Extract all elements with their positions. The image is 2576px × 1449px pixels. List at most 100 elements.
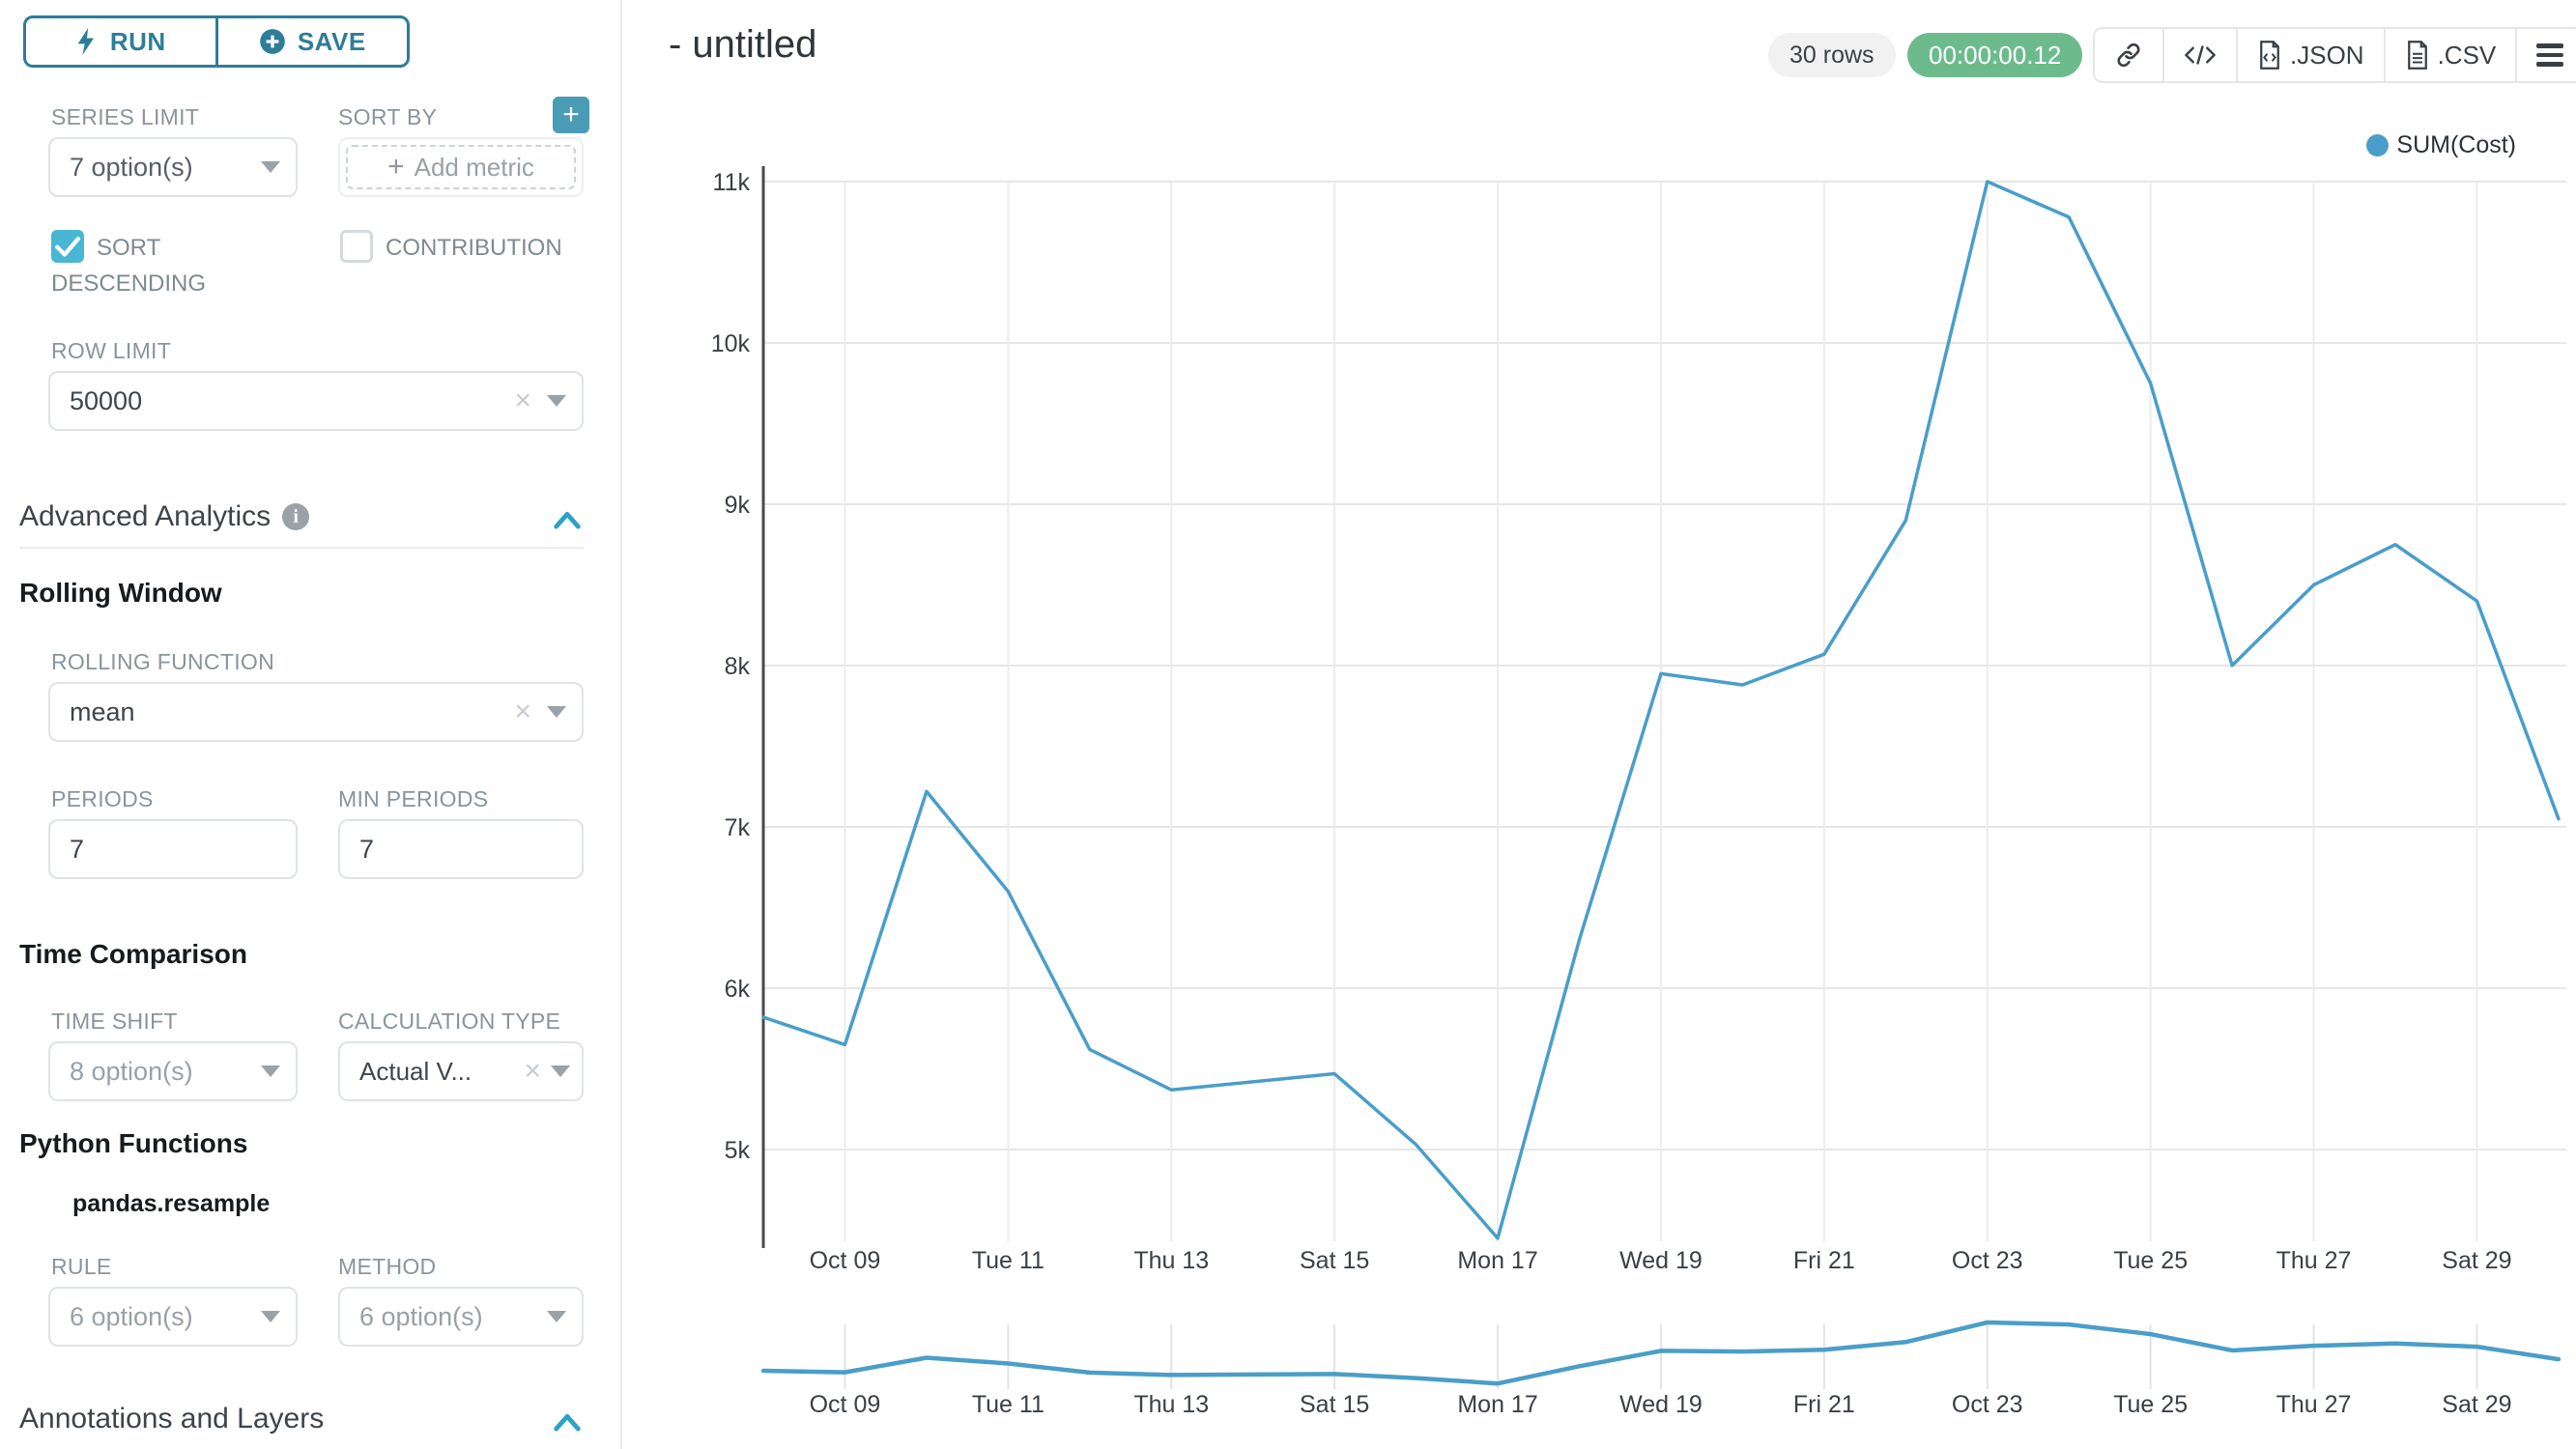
clear-icon[interactable]: × xyxy=(514,384,531,416)
contribution-control: CONTRIBUTION xyxy=(340,230,611,266)
pandas-resample-label: pandas.resample xyxy=(72,1190,271,1217)
plus-icon: + xyxy=(387,151,405,183)
chevron-up-icon xyxy=(554,1413,581,1431)
preview-x-tick-label: Fri 21 xyxy=(1793,1391,1855,1418)
series-limit-select[interactable]: 7 option(s) xyxy=(48,137,298,197)
chevron-up-icon xyxy=(554,511,581,528)
rolling-function-select[interactable]: mean × xyxy=(48,682,584,742)
preview-series-line[interactable] xyxy=(760,1320,2562,1386)
min-periods-label: MIN PERIODS xyxy=(338,786,489,811)
x-axis-tick-label: Tue 11 xyxy=(972,1247,1045,1274)
save-button-label: SAVE xyxy=(297,26,366,56)
x-axis-tick-label: Mon 17 xyxy=(1457,1247,1537,1274)
section-divider xyxy=(19,547,584,549)
save-button[interactable]: SAVE xyxy=(215,15,410,68)
rows-count-badge: 30 rows xyxy=(1768,33,1896,77)
add-metric-label: Add metric xyxy=(414,152,534,182)
x-axis-tick-label: Fri 21 xyxy=(1793,1247,1855,1274)
calculation-type-select[interactable]: Actual V... × xyxy=(338,1041,584,1101)
sort-descending-control: SORT DESCENDING xyxy=(51,230,244,301)
advanced-analytics-title: Advanced Analytics xyxy=(19,500,272,532)
caret-down-icon xyxy=(261,161,280,173)
caret-down-icon xyxy=(547,395,566,407)
sort-descending-label: SORT DESCENDING xyxy=(51,235,207,297)
caret-down-icon xyxy=(551,1065,570,1077)
preview-x-tick-label: Tue 25 xyxy=(2113,1391,2188,1418)
clear-icon[interactable]: × xyxy=(514,696,531,727)
annotations-collapse-button[interactable] xyxy=(551,1408,584,1437)
download-csv-label: .CSV xyxy=(2437,40,2497,70)
y-axis-tick-label: 10k xyxy=(711,330,751,357)
rule-select[interactable]: 6 option(s) xyxy=(48,1287,298,1347)
annotations-title: Annotations and Layers xyxy=(19,1403,325,1435)
chart-area: - untitled 30 rows 00:00:00.12 xyxy=(622,0,2576,1449)
rolling-function-label: ROLLING FUNCTION xyxy=(51,649,274,674)
file-json-icon xyxy=(2260,41,2279,70)
sort-descending-checkbox[interactable] xyxy=(51,230,84,263)
caret-down-icon xyxy=(261,1065,280,1077)
y-axis-tick-label: 5k xyxy=(725,1137,751,1164)
annotations-header[interactable]: Annotations and Layers xyxy=(19,1403,324,1435)
y-axis-tick-label: 7k xyxy=(725,814,751,841)
time-shift-value: 8 option(s) xyxy=(70,1056,193,1086)
time-comparison-title: Time Comparison xyxy=(19,939,247,969)
method-label: METHOD xyxy=(338,1254,437,1279)
advanced-analytics-collapse-button[interactable] xyxy=(551,506,584,535)
sort-by-label: SORT BY xyxy=(338,104,438,129)
lightning-icon xyxy=(77,28,94,55)
x-axis-tick-label: Sat 15 xyxy=(1300,1247,1369,1274)
plus-circle-icon xyxy=(259,29,285,54)
rolling-function-value: mean xyxy=(70,696,135,726)
control-panel: RUN SAVE SERIES LIMIT SORT BY + 7 option… xyxy=(0,0,622,1449)
clear-icon[interactable]: × xyxy=(524,1055,541,1087)
code-icon xyxy=(2185,45,2216,65)
preview-x-tick-label: Sat 15 xyxy=(1300,1391,1369,1418)
x-axis-tick-label: Oct 23 xyxy=(1952,1247,2023,1274)
min-periods-input[interactable] xyxy=(338,819,584,879)
chart-toolbar: .JSON .CSV xyxy=(2093,27,2576,83)
method-value: 6 option(s) xyxy=(359,1301,483,1331)
run-button[interactable]: RUN xyxy=(23,15,218,68)
copy-link-button[interactable] xyxy=(2095,29,2162,81)
x-axis-tick-label: Oct 09 xyxy=(810,1247,881,1274)
download-csv-button[interactable]: .CSV xyxy=(2383,29,2516,81)
preview-x-tick-label: Oct 23 xyxy=(1952,1391,2023,1418)
method-select[interactable]: 6 option(s) xyxy=(338,1287,584,1347)
periods-label: PERIODS xyxy=(51,786,154,811)
preview-x-tick-label: Oct 09 xyxy=(810,1391,881,1418)
preview-x-tick-label: Sat 29 xyxy=(2442,1391,2511,1418)
add-saved-metric-button[interactable]: + xyxy=(553,97,589,133)
y-axis-tick-label: 8k xyxy=(725,653,751,680)
embed-code-button[interactable] xyxy=(2162,29,2236,81)
calculation-type-label: CALCULATION TYPE xyxy=(338,1009,561,1034)
run-save-button-group: RUN SAVE xyxy=(23,15,410,68)
x-axis-tick-label: Thu 27 xyxy=(2276,1247,2352,1274)
chart-legend[interactable]: SUM(Cost) xyxy=(2366,131,2516,159)
time-shift-label: TIME SHIFT xyxy=(51,1009,178,1034)
caret-down-icon xyxy=(261,1311,280,1322)
link-icon xyxy=(2117,43,2140,68)
preview-x-tick-label: Thu 13 xyxy=(1133,1391,1209,1418)
contribution-checkbox[interactable] xyxy=(340,230,373,263)
download-json-label: .JSON xyxy=(2290,40,2364,70)
preview-x-tick-label: Mon 17 xyxy=(1457,1391,1537,1418)
add-metric-button[interactable]: + Add metric xyxy=(346,145,576,189)
legend-series-label: SUM(Cost) xyxy=(2396,131,2516,158)
more-menu-button[interactable] xyxy=(2515,29,2576,81)
main-series-line[interactable] xyxy=(761,180,2561,1240)
rule-value: 6 option(s) xyxy=(70,1301,193,1331)
advanced-analytics-header[interactable]: Advanced Analytics i xyxy=(19,500,310,533)
run-button-label: RUN xyxy=(109,26,166,56)
download-json-button[interactable]: .JSON xyxy=(2236,29,2384,81)
preview-x-tick-label: Tue 11 xyxy=(972,1391,1045,1418)
timeseries-line-chart[interactable]: 11k 10k 9k 8k 7k 6k 5k Oct 09 Oct 09 Tue 11 Tue 11… xyxy=(622,0,2576,1449)
x-axis-tick-label: Wed 19 xyxy=(1619,1247,1703,1274)
time-shift-select[interactable]: 8 option(s) xyxy=(48,1041,298,1101)
row-limit-select[interactable]: 50000 × xyxy=(48,371,584,431)
checkmark-icon xyxy=(55,237,80,257)
series-limit-value: 7 option(s) xyxy=(70,152,193,182)
info-icon[interactable]: i xyxy=(282,503,310,530)
page-title[interactable]: - untitled xyxy=(669,23,817,66)
periods-input[interactable] xyxy=(48,819,298,879)
